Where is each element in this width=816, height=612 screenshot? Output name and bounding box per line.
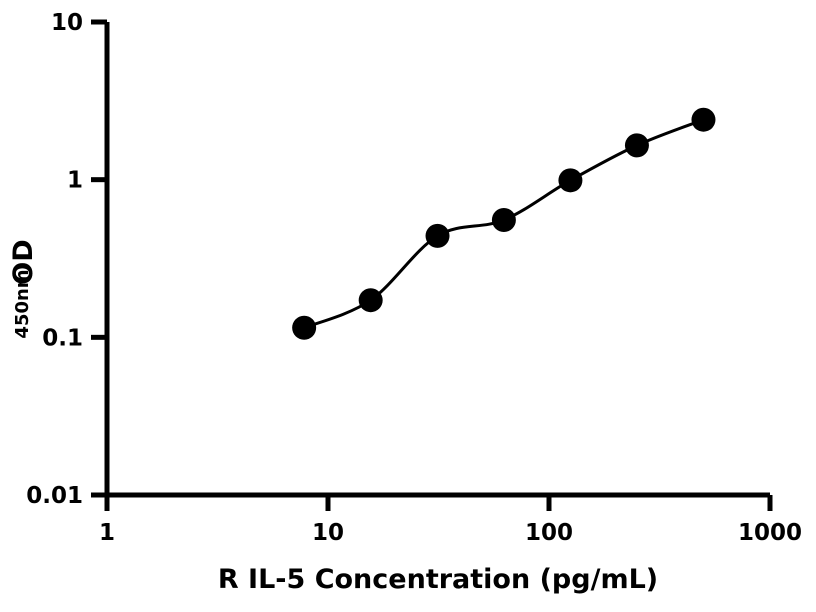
y-axis-ticks xyxy=(91,19,107,498)
chart-axes xyxy=(104,22,773,511)
data-point xyxy=(491,207,516,232)
y-axis-tick-labels: 10 1 0.1 0.01 xyxy=(26,10,83,509)
series-data-points xyxy=(292,107,716,340)
data-point xyxy=(425,223,450,248)
y-axis-title-main: OD xyxy=(8,239,39,284)
x-tick-label-1000: 1000 xyxy=(738,520,802,546)
data-point xyxy=(558,168,583,193)
y-tick-label-0.1: 0.1 xyxy=(42,325,83,351)
data-point xyxy=(292,315,317,340)
y-axis-title-subscript: 450nm xyxy=(12,269,33,338)
data-point xyxy=(691,107,716,132)
y-axis-title: OD 450nm xyxy=(8,239,39,338)
data-point xyxy=(624,133,649,158)
x-tick-label-100: 100 xyxy=(525,520,573,546)
x-tick-label-1: 1 xyxy=(99,520,115,546)
x-axis-ticks xyxy=(104,495,773,511)
x-axis-title: R IL-5 Concentration (pg/mL) xyxy=(218,564,658,595)
y-tick-label-10: 10 xyxy=(51,10,83,36)
y-tick-label-0.01: 0.01 xyxy=(26,483,83,509)
data-point xyxy=(358,288,383,313)
x-axis-tick-labels: 1 10 100 1000 xyxy=(99,520,802,546)
x-tick-label-10: 10 xyxy=(312,520,344,546)
y-tick-label-1: 1 xyxy=(67,168,83,194)
